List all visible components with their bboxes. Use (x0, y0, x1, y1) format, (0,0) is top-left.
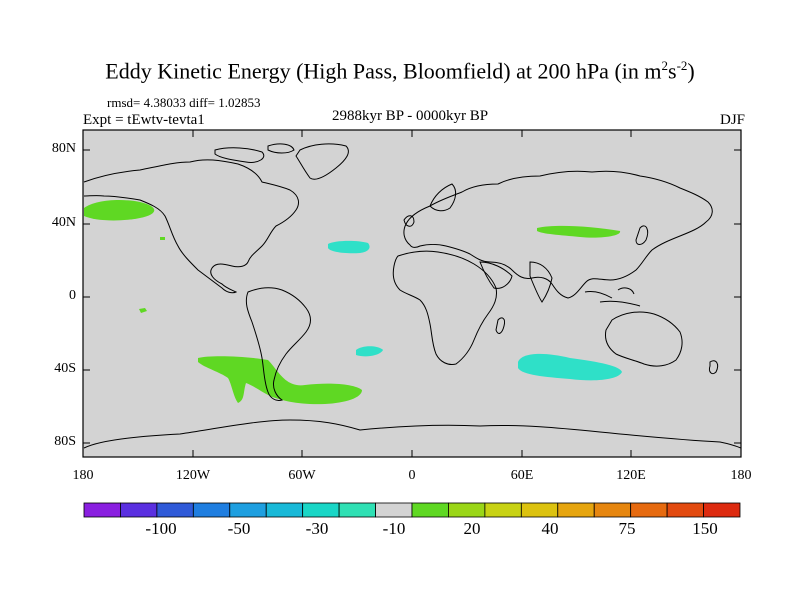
colorbar-box (411, 502, 449, 518)
lon-label: 0 (408, 468, 416, 483)
lat-label: 40N (51, 215, 76, 230)
colorbar-label: -30 (305, 519, 329, 538)
chart-title: Eddy Kinetic Energy (High Pass, Bloomfie… (105, 58, 695, 84)
lat-label: 80N (51, 141, 76, 156)
lon-ticks (192, 130, 632, 457)
lon-label: 60W (288, 468, 316, 483)
coast-uk (403, 215, 415, 227)
lat-label: 0 (69, 288, 76, 303)
coast-indonesia (584, 287, 641, 307)
anomaly-patches (84, 200, 622, 405)
positive-patch-asia (537, 225, 621, 238)
negative-patch-south-atlantic (356, 346, 383, 357)
coast-antarctica (83, 419, 741, 449)
colorbar-box (520, 502, 559, 518)
colorbar-box (448, 502, 486, 518)
colorbar-box (265, 502, 304, 518)
coast-madagascar (495, 317, 505, 334)
lat-label: 40S (54, 361, 76, 376)
coast-south-america (245, 287, 311, 401)
coast-new-zealand (709, 360, 719, 375)
colorbar-box (593, 502, 632, 518)
colorbar-box (120, 502, 158, 518)
colorbar-label: -10 (382, 519, 406, 538)
colorbar-box (375, 502, 413, 518)
positive-patch-south-pacific (198, 356, 362, 405)
coast-north-america (83, 159, 299, 294)
colorbar-box (192, 502, 231, 518)
stats-text: rmsd= 4.38033 diff= 1.02853 (107, 95, 261, 110)
colorbar-label: -100 (145, 519, 177, 538)
colorbar-label: -50 (227, 519, 251, 538)
positive-patch-tiny-1 (160, 237, 165, 240)
coast-greenland (295, 143, 349, 180)
positive-patch-north-pacific (84, 200, 155, 221)
coast-japan (635, 225, 649, 245)
lon-label: 180 (72, 468, 94, 483)
coast-australia (605, 311, 683, 367)
colorbar-box (557, 502, 595, 518)
lat-label: 80S (54, 434, 76, 449)
colorbar-label: 40 (541, 519, 559, 538)
map-background (83, 130, 741, 457)
coastlines (83, 143, 741, 449)
lon-label: 60E (510, 468, 534, 483)
colorbar-box (484, 502, 522, 518)
lon-label: 120E (616, 468, 646, 483)
positive-patch-tiny-2 (139, 308, 147, 313)
coast-africa (392, 250, 497, 365)
colorbar-label: 150 (692, 519, 718, 538)
colorbar-box (666, 502, 704, 518)
colorbar-label: 20 (463, 519, 481, 538)
season-label: DJF (719, 112, 745, 128)
positive-patch-small-pacific (133, 210, 141, 213)
colorbar-box (302, 502, 340, 518)
colorbar-box (703, 502, 741, 518)
colorbar-box (338, 502, 376, 518)
coast-eurasia (403, 170, 713, 299)
coast-scandinavia (429, 183, 457, 212)
experiment-label: Expt = tEwtv-tevta1 (83, 112, 205, 128)
colorbar (83, 502, 741, 518)
coast-arabia (479, 261, 513, 289)
negative-patch-north-atlantic (328, 240, 370, 254)
coast-india (529, 261, 553, 303)
period-label: 2988kyr BP - 0000kyr BP (331, 108, 489, 124)
colorbar-label: 75 (618, 519, 636, 538)
coast-arctic-islands (214, 143, 295, 163)
colorbar-box (83, 502, 121, 518)
colorbar-box (156, 502, 194, 518)
colorbar-box (229, 502, 267, 518)
lon-label: 120W (175, 468, 211, 483)
colorbar-box (630, 502, 668, 518)
negative-patch-south-indian (518, 353, 622, 381)
lat-ticks (83, 149, 741, 444)
lon-label: 180 (730, 468, 752, 483)
